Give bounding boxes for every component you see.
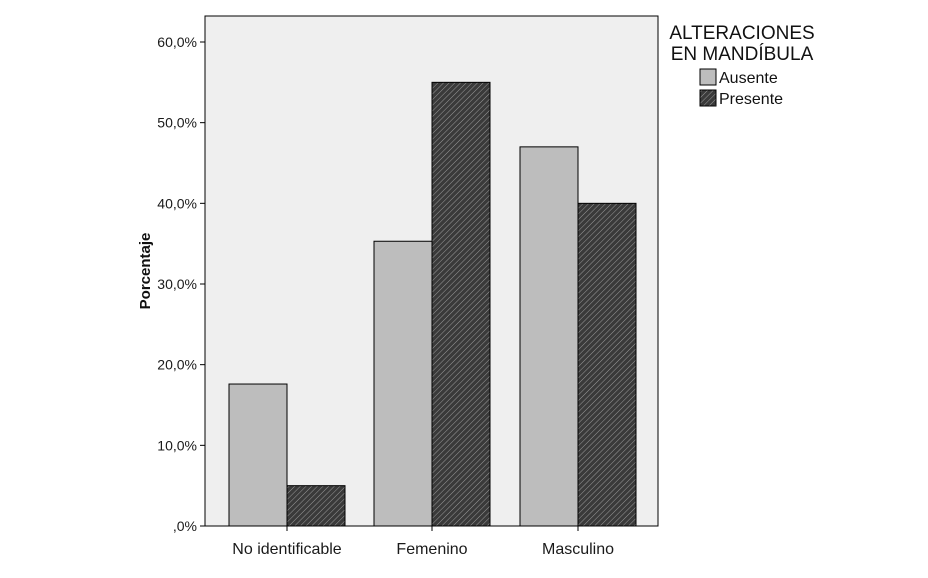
y-tick-label: 40,0%: [157, 195, 197, 211]
y-tick-label: 20,0%: [157, 357, 197, 373]
legend-label-ausente: Ausente: [719, 70, 778, 87]
y-tick-label: ,0%: [173, 518, 197, 534]
x-category-label: Masculino: [542, 541, 614, 558]
legend-swatch-presente: [699, 89, 717, 107]
legend: ALTERACIONES EN MANDÍBULA Ausente Presen…: [669, 23, 814, 108]
bars-group: [228, 81, 637, 527]
x-axis: No identificable Femenino Masculino: [232, 526, 614, 558]
x-category-label: No identificable: [232, 541, 342, 558]
bar-ausente-1: [228, 383, 288, 527]
bar-presente-1: [286, 485, 346, 527]
legend-swatch-ausente: [699, 68, 717, 86]
legend-title-line-2: EN MANDÍBULA: [671, 44, 814, 65]
x-category-label: Femenino: [396, 541, 467, 558]
legend-title-line-1: ALTERACIONES: [669, 23, 814, 44]
bar-ausente-2: [373, 240, 433, 527]
y-axis: ,0% 10,0% 20,0% 30,0% 40,0% 50,0% 60,0%: [157, 34, 205, 534]
y-tick-label: 30,0%: [157, 276, 197, 292]
bar-presente-2: [431, 81, 491, 527]
y-axis-title: Porcentaje: [137, 233, 154, 310]
legend-label-presente: Presente: [719, 91, 783, 108]
y-tick-label: 60,0%: [157, 34, 197, 50]
y-tick-label: 50,0%: [157, 115, 197, 131]
y-tick-label: 10,0%: [157, 437, 197, 453]
bar-presente-3: [577, 202, 637, 527]
bar-ausente-3: [519, 146, 579, 527]
